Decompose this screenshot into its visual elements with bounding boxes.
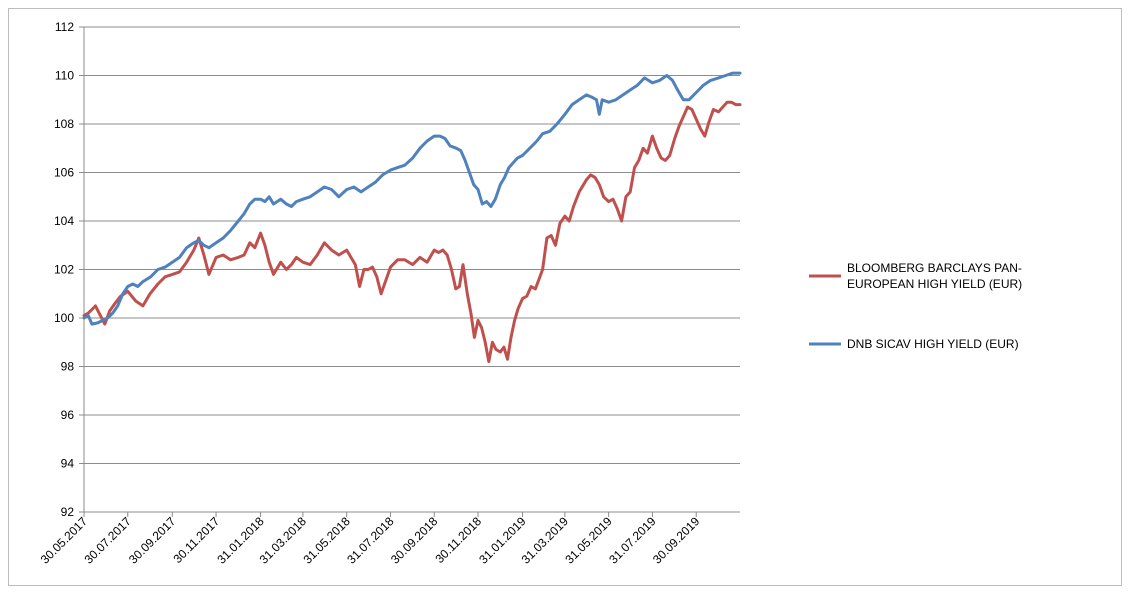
y-tick-label: 96 (61, 408, 75, 422)
y-tick-label: 98 (61, 360, 75, 374)
series-line-dnb-sicav (82, 71, 742, 326)
y-tick-label: 94 (61, 457, 75, 471)
y-tick-label: 110 (55, 69, 74, 83)
y-tick-label: 108 (54, 117, 74, 131)
legend: BLOOMBERG BARCLAYS PAN-EUROPEAN HIGH YIE… (809, 261, 1022, 351)
y-tick-label: 92 (61, 505, 75, 519)
legend-label: BLOOMBERG BARCLAYS PAN-EUROPEAN HIGH YIE… (847, 261, 1022, 291)
axes: 9294969810010210410610811011230.05.20173… (38, 20, 740, 567)
y-tick-label: 102 (54, 263, 74, 277)
x-tick-label: 30.07.2017 (82, 514, 135, 567)
series-lines (82, 71, 742, 364)
x-tick-label: 30.09.2017 (126, 514, 179, 567)
gridlines (84, 26, 740, 513)
y-tick-label: 106 (54, 166, 74, 180)
y-tick-label: 112 (55, 20, 74, 34)
y-tick-label: 104 (54, 214, 74, 228)
y-tick-label: 100 (54, 311, 74, 325)
chart-frame: 92 94 96 98 100 102 104 106 108 110 112 30.05.2017 3… (8, 8, 1122, 586)
legend-label: DNB SICAV HIGH YIELD (EUR) (847, 337, 1019, 351)
line-chart: 9294969810010210410610811011230.05.20173… (38, 20, 1022, 567)
series-line-bloomberg-barclays (82, 100, 742, 364)
x-tick-label: 30.09.2019 (650, 514, 703, 567)
x-tick-label: 30.09.2018 (388, 514, 441, 567)
